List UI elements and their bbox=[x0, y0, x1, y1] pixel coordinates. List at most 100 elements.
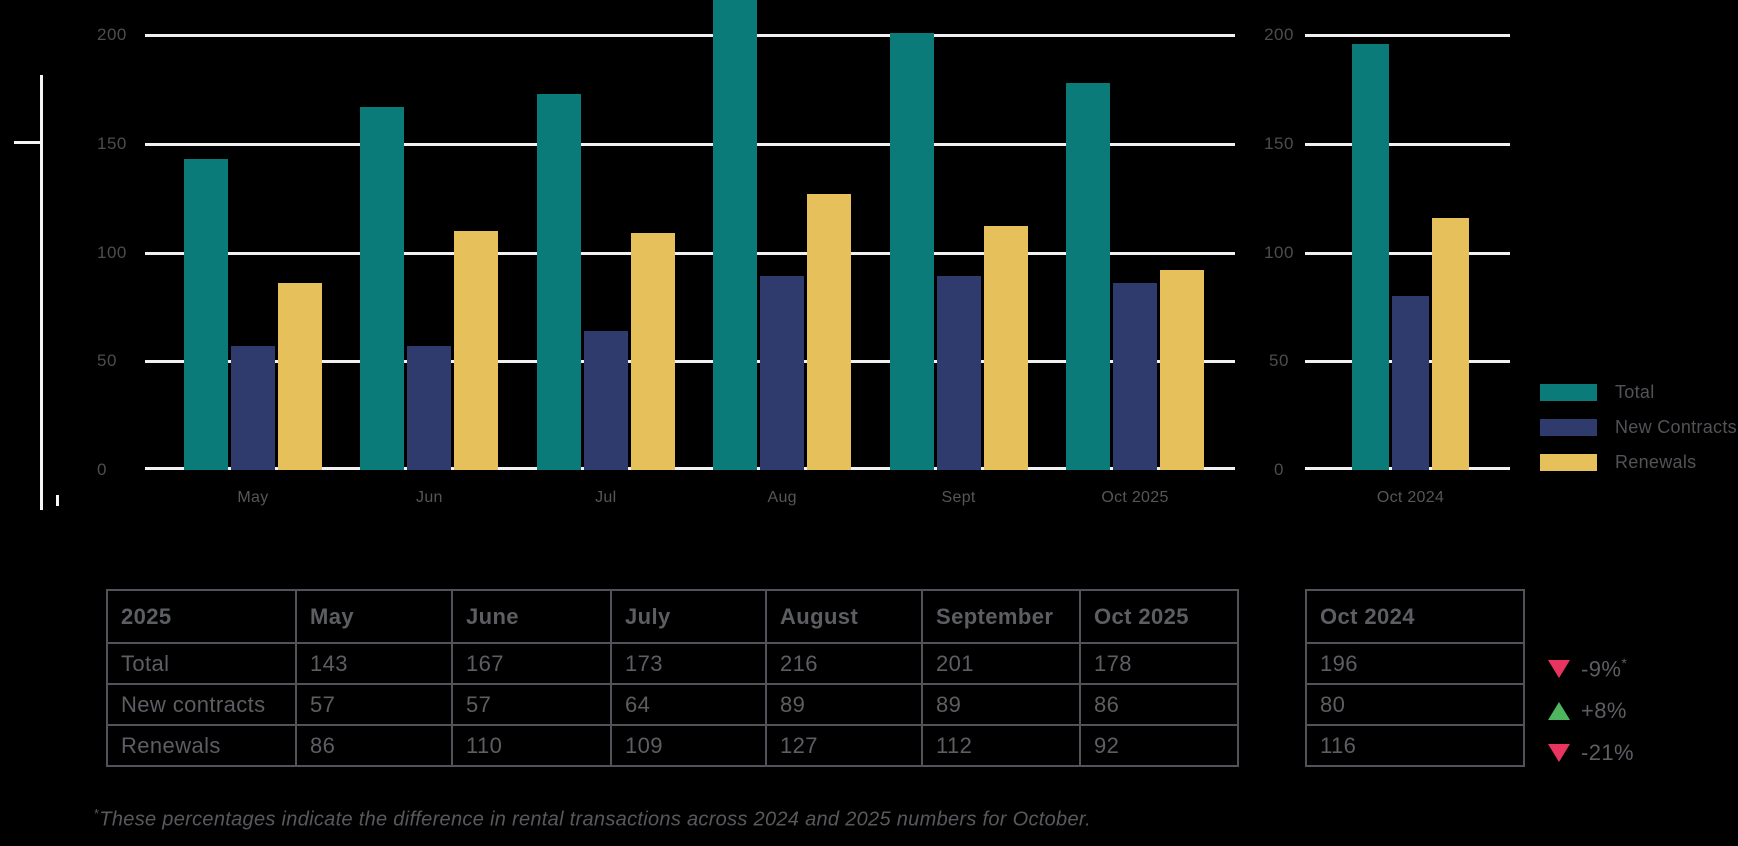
value-cell: 116 bbox=[1305, 724, 1525, 767]
table-header-cell: September bbox=[921, 589, 1081, 644]
legend-swatch bbox=[1540, 419, 1597, 436]
indicator-value: -21% bbox=[1581, 740, 1634, 765]
x-axis-label: Oct 2024 bbox=[1376, 489, 1445, 506]
value-cell: 80 bbox=[1305, 683, 1525, 726]
value-cell: 86 bbox=[295, 724, 453, 767]
legend-item-new-contracts: New Contracts bbox=[1540, 417, 1737, 437]
bar-new-contracts-jul bbox=[583, 330, 628, 470]
indicator-row: +8% bbox=[1548, 690, 1634, 732]
indicator-row: -21% bbox=[1548, 732, 1634, 774]
y-axis-tick-label: 0 bbox=[1274, 460, 1284, 479]
bar-total-aug bbox=[713, 0, 758, 470]
triangle-down-icon bbox=[1548, 660, 1570, 678]
y-axis-tick-label: 200 bbox=[1264, 25, 1294, 44]
x-axis-label: Oct 2025 bbox=[1101, 489, 1169, 506]
legend-label: New Contracts bbox=[1615, 417, 1737, 437]
gridline-200 bbox=[145, 34, 1235, 37]
gridline-100 bbox=[1305, 251, 1510, 255]
decorative-horizontal-tick bbox=[14, 141, 42, 144]
x-axis-label: Jul bbox=[595, 489, 617, 506]
gridline-100 bbox=[145, 251, 1235, 255]
legend-item-renewals: Renewals bbox=[1540, 452, 1737, 472]
y-axis-tick-label: 100 bbox=[1264, 242, 1294, 262]
value-cell: 167 bbox=[451, 642, 612, 685]
monthly-data-table: 2025 May June July August September Oct 2025 To… bbox=[106, 589, 1239, 767]
legend-label: Total bbox=[1615, 382, 1655, 402]
oct-2024-table: Oct 2024 196 80 116 bbox=[1305, 589, 1525, 767]
value-cell: 109 bbox=[610, 724, 767, 767]
bar-new-contracts-aug bbox=[760, 276, 805, 470]
gridline-200 bbox=[1305, 34, 1510, 37]
bar-new-contracts-jun bbox=[407, 346, 452, 470]
value-cell: 178 bbox=[1079, 642, 1239, 685]
y-axis-tick-label: 150 bbox=[97, 133, 127, 153]
value-cell: 92 bbox=[1079, 724, 1239, 767]
bar-new-contracts-may bbox=[231, 346, 275, 470]
footnote-asterisk: * bbox=[94, 806, 100, 821]
bar-new-contracts-oct-2024 bbox=[1392, 296, 1429, 470]
table-header-cell: June bbox=[451, 589, 612, 644]
y-axis-tick-label: 0 bbox=[97, 460, 107, 479]
footnote: *These percentages indicate the differen… bbox=[94, 806, 1091, 832]
bar-total-sept bbox=[889, 32, 934, 470]
gridline-50 bbox=[145, 360, 1235, 364]
table-header-cell: July bbox=[610, 589, 767, 644]
legend-swatch bbox=[1540, 454, 1597, 471]
legend-label: Renewals bbox=[1615, 452, 1697, 472]
legend-swatch bbox=[1540, 384, 1597, 401]
bar-total-oct-2025 bbox=[1066, 82, 1110, 470]
value-cell: 216 bbox=[765, 642, 923, 685]
table-row: Total 143 167 173 216 201 178 bbox=[106, 642, 1239, 685]
side-table-header-cell: Oct 2024 bbox=[1305, 589, 1525, 644]
side-table-row: 116 bbox=[1305, 724, 1525, 767]
chart-legend: Total New Contracts Renewals bbox=[1540, 382, 1737, 489]
gridline-150 bbox=[145, 142, 1235, 146]
footnote-text: These percentages indicate the differenc… bbox=[99, 808, 1091, 831]
table-header-cell: August bbox=[765, 589, 923, 644]
table-row: New contracts 57 57 64 89 89 86 bbox=[106, 683, 1239, 726]
value-cell: 173 bbox=[610, 642, 767, 685]
value-cell: 86 bbox=[1079, 683, 1239, 726]
value-cell: 57 bbox=[451, 683, 612, 726]
decorative-vertical-axis-line bbox=[40, 75, 43, 510]
bar-renewals-sept bbox=[983, 226, 1028, 470]
bar-total-jul bbox=[536, 93, 581, 470]
y-axis-tick-label: 50 bbox=[1269, 351, 1289, 371]
triangle-up-icon bbox=[1548, 702, 1570, 720]
table-header-cell: May bbox=[295, 589, 453, 644]
triangle-down-icon bbox=[1548, 744, 1570, 762]
row-label-cell: Renewals bbox=[106, 724, 297, 767]
table-header-row: 2025 May June July August September Oct 2025 bbox=[106, 589, 1239, 644]
indicator-value: -9%* bbox=[1581, 655, 1628, 682]
side-table-header-row: Oct 2024 bbox=[1305, 589, 1525, 644]
value-cell: 57 bbox=[295, 683, 453, 726]
row-label-cell: Total bbox=[106, 642, 297, 685]
value-cell: 89 bbox=[921, 683, 1081, 726]
table-row: Renewals 86 110 109 127 112 92 bbox=[106, 724, 1239, 767]
legend-item-total: Total bbox=[1540, 382, 1737, 402]
y-axis-tick-label: 50 bbox=[97, 351, 117, 371]
bar-renewals-jun bbox=[454, 230, 499, 470]
y-axis-tick-label: 200 bbox=[97, 25, 127, 44]
side-table-row: 80 bbox=[1305, 683, 1525, 726]
bar-total-may bbox=[184, 158, 228, 470]
bar-renewals-may bbox=[278, 282, 322, 470]
y-axis-tick-label: 100 bbox=[97, 242, 127, 262]
value-cell: 64 bbox=[610, 683, 767, 726]
bar-renewals-jul bbox=[630, 232, 675, 470]
decorative-small-tick bbox=[56, 495, 59, 506]
x-axis-label: Aug bbox=[767, 489, 797, 506]
indicator-value: +8% bbox=[1581, 698, 1627, 723]
value-cell: 89 bbox=[765, 683, 923, 726]
bar-new-contracts-sept bbox=[936, 276, 981, 470]
indicator-row: -9%* bbox=[1548, 648, 1634, 690]
gridline-150 bbox=[1305, 142, 1510, 146]
bar-total-oct-2024 bbox=[1352, 43, 1389, 470]
x-axis-label: Sept bbox=[941, 489, 976, 506]
table-header-cell: Oct 2025 bbox=[1079, 589, 1239, 644]
bar-renewals-oct-2024 bbox=[1432, 217, 1469, 470]
row-label-cell: New contracts bbox=[106, 683, 297, 726]
value-cell: 127 bbox=[765, 724, 923, 767]
value-cell: 201 bbox=[921, 642, 1081, 685]
